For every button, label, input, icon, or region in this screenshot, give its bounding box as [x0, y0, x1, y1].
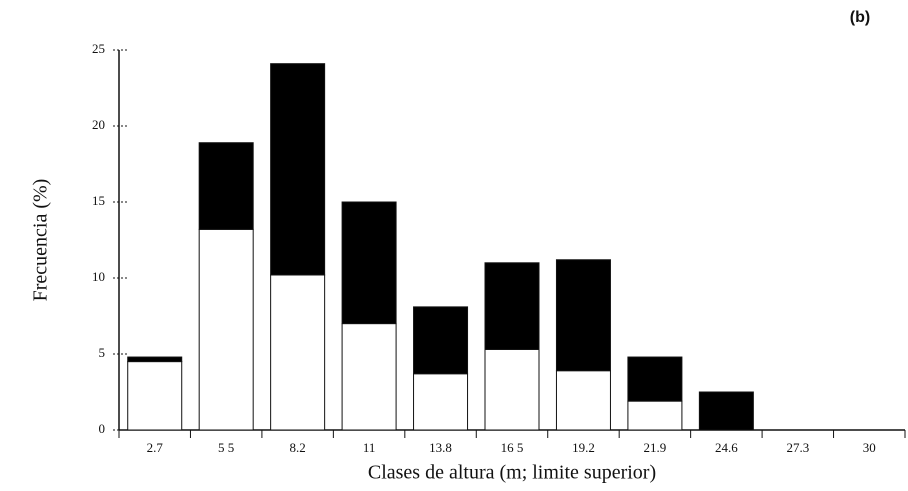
x-axis-label: Clases de altura (m; limite superior) — [368, 462, 656, 484]
y-axis-label: Frecuencia (%) — [30, 179, 52, 302]
x-tick-label: 2.7 — [147, 440, 164, 455]
bar-segment — [413, 306, 469, 375]
y-tick-label: 20 — [92, 117, 105, 132]
bar-segment — [270, 63, 326, 276]
y-tick-label: 5 — [99, 345, 106, 360]
bar-segment — [341, 201, 397, 325]
bar-segment — [484, 348, 540, 431]
y-tick-label: 0 — [99, 421, 106, 436]
x-tick-label: 30 — [863, 440, 876, 455]
bar-segment — [341, 323, 397, 431]
bar-segment — [198, 228, 254, 431]
bar-segment — [127, 356, 183, 363]
bar-segment — [698, 391, 754, 431]
x-tick-label: 19.2 — [572, 440, 595, 455]
x-tick-label: 13.8 — [429, 440, 452, 455]
bar-segment — [127, 361, 183, 431]
x-tick-label: 16 5 — [501, 440, 524, 455]
bar-segment — [627, 356, 683, 402]
bar-segment — [198, 142, 254, 230]
bar-segment — [413, 373, 469, 431]
x-tick-label: 5 5 — [218, 440, 234, 455]
y-tick-label: 25 — [92, 41, 105, 56]
bar-segment — [555, 370, 611, 431]
x-tick-label: 24.6 — [715, 440, 738, 455]
bar-segment — [555, 259, 611, 372]
bar-segment — [484, 262, 540, 350]
x-tick-label: 8.2 — [290, 440, 306, 455]
x-tick-label: 21.9 — [644, 440, 667, 455]
bar-segment — [627, 400, 683, 431]
x-tick-label: 11 — [363, 440, 376, 455]
bar-segment — [270, 274, 326, 431]
x-tick-label: 27.3 — [786, 440, 809, 455]
y-tick-label: 15 — [92, 193, 105, 208]
annotation: (b) — [850, 9, 870, 26]
y-tick-label: 10 — [92, 269, 105, 284]
